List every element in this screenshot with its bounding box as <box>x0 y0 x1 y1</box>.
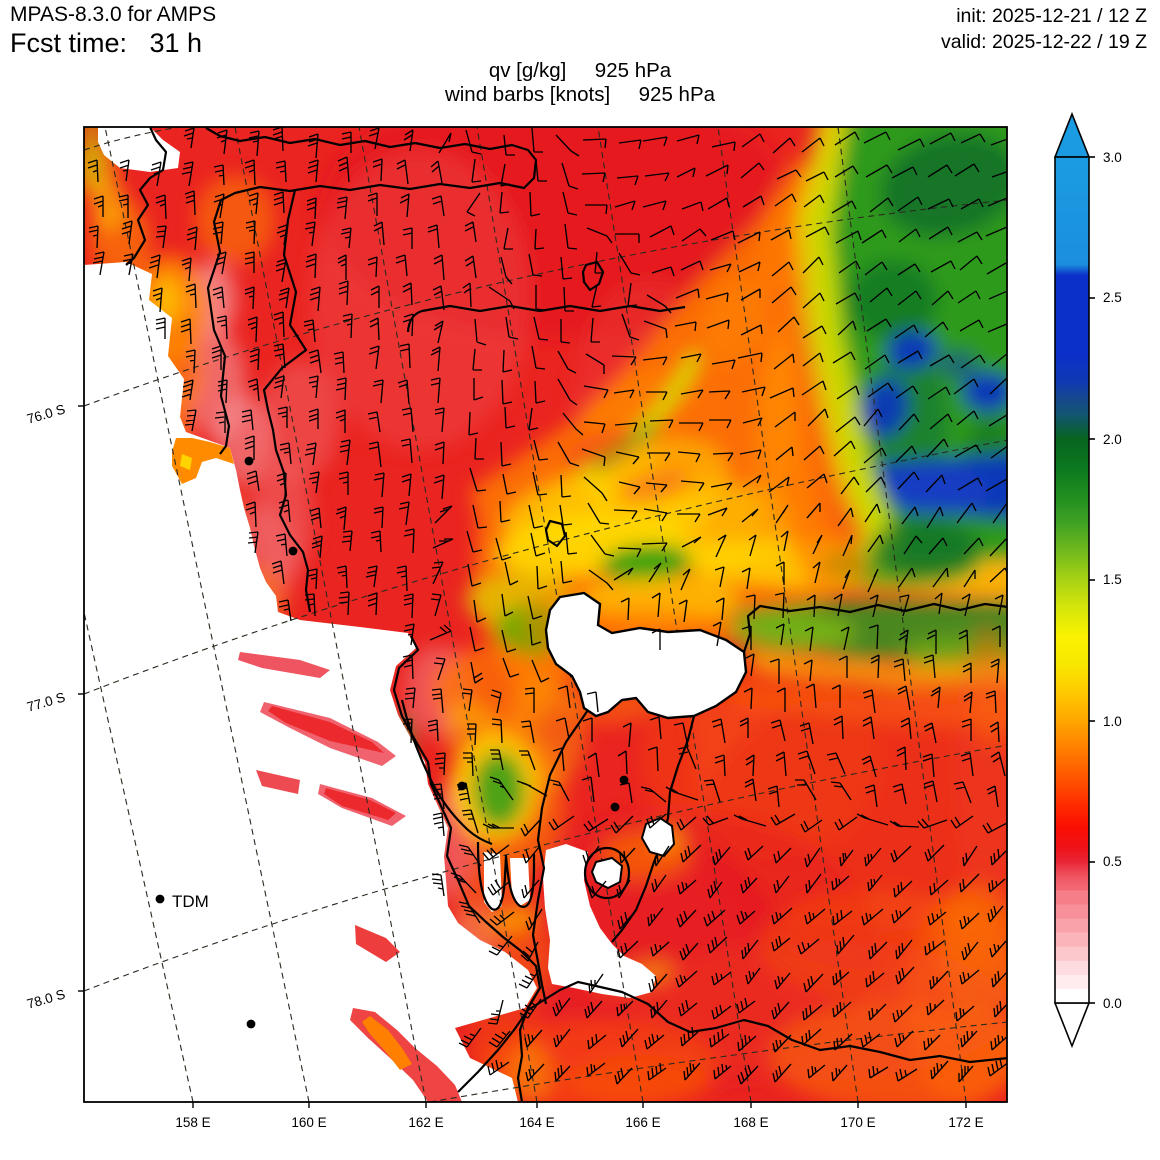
svg-text:168 E: 168 E <box>733 1115 768 1130</box>
svg-text:2.0: 2.0 <box>1103 432 1122 447</box>
svg-text:0.5: 0.5 <box>1103 854 1122 869</box>
svg-text:77.0 S: 77.0 S <box>25 689 67 714</box>
svg-text:1.0: 1.0 <box>1103 714 1122 729</box>
svg-text:2.5: 2.5 <box>1103 290 1122 305</box>
svg-text:3.0: 3.0 <box>1103 150 1122 165</box>
svg-text:164 E: 164 E <box>519 1115 554 1130</box>
svg-text:172 E: 172 E <box>948 1115 983 1130</box>
svg-text:1.5: 1.5 <box>1103 572 1122 587</box>
svg-text:170 E: 170 E <box>840 1115 875 1130</box>
svg-text:0.0: 0.0 <box>1103 996 1122 1011</box>
svg-text:78.0 S: 78.0 S <box>25 986 67 1011</box>
svg-text:158 E: 158 E <box>175 1115 210 1130</box>
svg-text:166 E: 166 E <box>625 1115 660 1130</box>
svg-text:160 E: 160 E <box>291 1115 326 1130</box>
svg-text:TDM: TDM <box>172 892 209 911</box>
svg-text:76.0 S: 76.0 S <box>25 401 67 426</box>
svg-text:162 E: 162 E <box>408 1115 443 1130</box>
